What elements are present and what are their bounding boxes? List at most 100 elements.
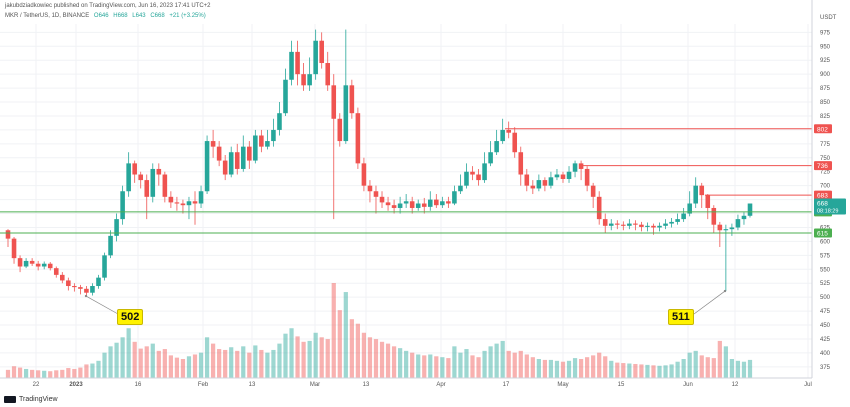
- candle: [60, 272, 65, 284]
- volume-bar: [265, 352, 270, 378]
- candle: [681, 207, 686, 222]
- volume-bar: [210, 343, 216, 378]
- ohlc-open: O646: [93, 13, 109, 19]
- price-tick-label: 550: [820, 267, 831, 273]
- candle-body: [228, 152, 234, 175]
- annotation-511: 511: [668, 309, 694, 325]
- candle: [222, 155, 228, 181]
- candle-body: [488, 152, 493, 164]
- candle-body: [651, 225, 656, 228]
- candle-body: [711, 207, 717, 225]
- candle: [277, 102, 282, 136]
- candle: [186, 196, 192, 220]
- candle: [645, 222, 650, 232]
- candle-body: [373, 191, 379, 197]
- price-tick-label: 725: [820, 170, 831, 176]
- candle-body: [681, 213, 686, 220]
- candle-body: [53, 268, 59, 275]
- volume-bar: [729, 359, 735, 378]
- candle: [494, 129, 499, 156]
- volume-bar: [711, 358, 716, 378]
- candle-body: [476, 174, 481, 181]
- candle-body: [548, 177, 554, 186]
- time-tick-label: 13: [249, 382, 256, 388]
- volume-bar: [548, 359, 554, 378]
- time-tick-label: 17: [503, 382, 510, 388]
- volume-bar: [283, 333, 288, 378]
- time-tick-label: 16: [135, 382, 142, 388]
- candle: [259, 129, 264, 153]
- volume-bar: [84, 364, 89, 378]
- candle: [488, 141, 493, 167]
- candle-body: [367, 185, 373, 192]
- price-tick-label: 875: [820, 86, 831, 92]
- volume-bar: [144, 346, 149, 378]
- candle-body: [283, 79, 288, 114]
- candle-body: [204, 141, 210, 192]
- candle: [289, 40, 294, 86]
- candle: [84, 286, 89, 297]
- candle: [23, 258, 29, 269]
- candle: [120, 185, 125, 225]
- time-tick-label: May: [557, 382, 568, 388]
- volume-bars: [5, 283, 753, 378]
- candle: [307, 57, 312, 91]
- volume-bar: [349, 319, 354, 378]
- candle-body: [608, 223, 614, 226]
- volume-bar: [681, 359, 686, 378]
- candle-body: [500, 129, 505, 142]
- candle-body: [186, 201, 192, 206]
- candle-body: [90, 286, 95, 293]
- current-price-label: 668: [817, 201, 828, 208]
- tradingview-logo-text: TradingView: [19, 396, 58, 403]
- candle-body: [156, 168, 162, 175]
- candle: [548, 171, 554, 189]
- candle: [138, 171, 144, 189]
- candle-body: [216, 146, 222, 161]
- price-tick-label: 475: [820, 309, 831, 315]
- candle: [476, 168, 481, 186]
- volume-bar: [512, 352, 517, 378]
- time-tick-label: 2023: [69, 382, 83, 388]
- candle: [729, 223, 735, 236]
- volume-bar: [705, 357, 710, 378]
- candle-body: [41, 263, 47, 267]
- candle: [452, 185, 457, 206]
- price-axis[interactable]: USDT375400425450475500525550575600625650…: [811, 0, 846, 378]
- tradingview-logo-icon: [4, 396, 16, 403]
- candle: [524, 168, 530, 192]
- volume-bar: [156, 350, 161, 378]
- volume-bar: [572, 358, 578, 378]
- candle-body: [530, 185, 536, 189]
- time-tick-label: 22: [33, 382, 40, 388]
- volume-bar: [11, 366, 17, 378]
- level-tag: [814, 124, 832, 134]
- volume-bar: [120, 337, 125, 378]
- candle-body: [735, 219, 741, 228]
- volume-bar: [422, 355, 427, 378]
- tradingview-logo[interactable]: TradingView: [4, 396, 58, 403]
- volume-bar: [355, 323, 360, 378]
- candle-body: [584, 168, 590, 186]
- symbol-legend[interactable]: MKR / TetherUS, 1D, BINANCE O646 H668 L6…: [5, 13, 209, 19]
- candle-body: [126, 163, 131, 192]
- volume-bar: [72, 368, 77, 378]
- candle-body: [271, 129, 276, 142]
- candle: [35, 260, 41, 271]
- volume-bar: [48, 371, 53, 378]
- time-tick-label: 13: [363, 382, 370, 388]
- candle-body: [385, 202, 391, 206]
- candle: [198, 185, 204, 208]
- candle-body: [687, 203, 692, 214]
- candle: [174, 196, 180, 211]
- volume-bar: [379, 341, 385, 378]
- time-axis[interactable]: 22 2023 16 Feb 13 Mar 13 Apr 17 May 15 Jun 12 Jul: [0, 377, 812, 388]
- candle-body: [747, 203, 753, 216]
- candle-body: [434, 199, 439, 206]
- time-tick-label: Jun: [683, 382, 693, 388]
- candle: [331, 74, 337, 220]
- volume-bar: [60, 369, 65, 378]
- level-tag: [814, 190, 832, 200]
- volume-bar: [204, 337, 210, 378]
